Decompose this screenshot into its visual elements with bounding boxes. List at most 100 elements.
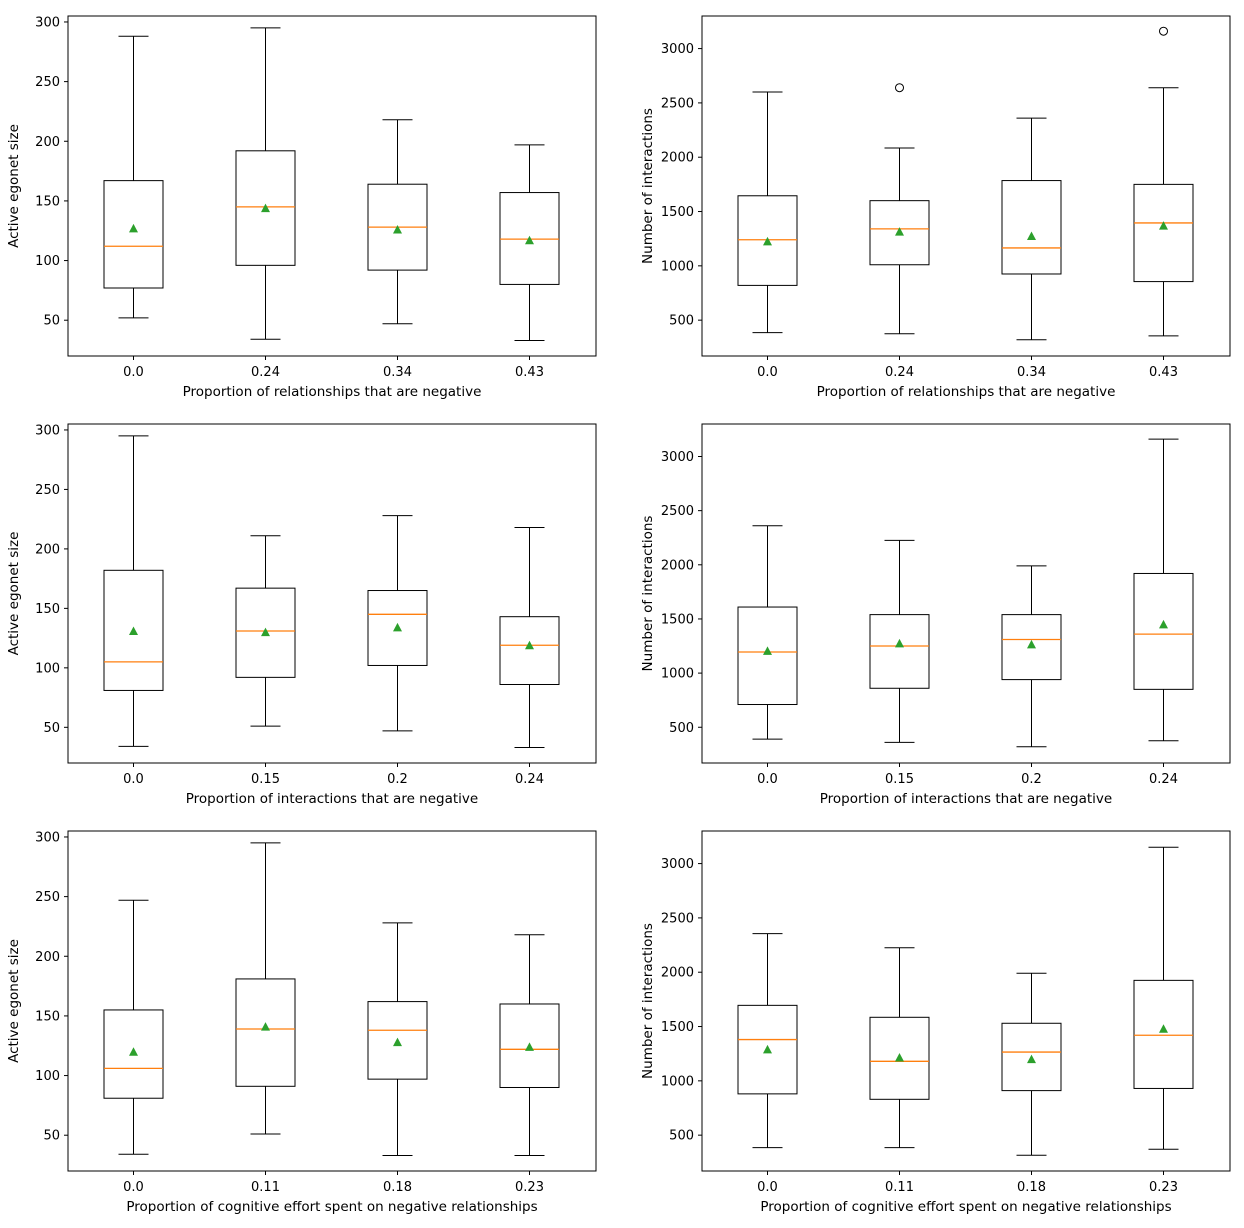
mean-marker bbox=[1159, 1024, 1168, 1033]
plot-frame bbox=[701, 830, 1231, 1172]
iqr-box bbox=[869, 1016, 930, 1100]
y-axis-label: Active egonet size bbox=[6, 124, 22, 248]
mean-marker bbox=[895, 227, 904, 236]
mean-marker bbox=[129, 1047, 138, 1056]
y-tick-label: 150 bbox=[35, 602, 60, 617]
x-tick-label: 0.24 bbox=[1149, 772, 1178, 787]
box-group bbox=[235, 842, 296, 1135]
y-tick-label: 200 bbox=[35, 542, 60, 557]
mean-marker bbox=[261, 1022, 270, 1031]
y-tick-label: 1500 bbox=[661, 612, 694, 627]
iqr-box bbox=[103, 1009, 164, 1099]
x-tick-label: 0.0 bbox=[123, 365, 144, 380]
mean-marker bbox=[525, 640, 534, 650]
box-group bbox=[103, 899, 164, 1155]
mean-marker bbox=[525, 1042, 534, 1051]
iqr-box bbox=[1133, 979, 1194, 1089]
x-tick-label: 0.15 bbox=[885, 772, 914, 787]
mean-marker bbox=[1159, 619, 1168, 629]
iqr-box bbox=[737, 1004, 798, 1095]
y-tick-label: 1000 bbox=[661, 667, 694, 682]
mean-marker bbox=[1027, 639, 1036, 649]
x-tick-label: 0.0 bbox=[123, 1180, 144, 1195]
x-tick-label: 0.43 bbox=[1149, 365, 1178, 380]
box-group bbox=[1133, 846, 1194, 1150]
x-axis-label: Proportion of interactions that are nega… bbox=[186, 791, 478, 807]
subplot-5: 50 100 150 200 250 300 0.0 0.11 0.18 0.23 Proporti… bbox=[6, 830, 597, 1215]
box-group bbox=[499, 934, 560, 1156]
x-tick-label: 0.24 bbox=[515, 772, 544, 787]
iqr-box bbox=[367, 590, 428, 666]
y-tick-label: 1500 bbox=[661, 205, 694, 220]
x-tick-label: 0.24 bbox=[885, 365, 914, 380]
plot-frame bbox=[67, 423, 597, 764]
outlier-point bbox=[895, 83, 904, 93]
box-group bbox=[869, 539, 930, 743]
mean-marker bbox=[895, 1052, 904, 1062]
x-tick-label: 0.0 bbox=[123, 772, 144, 787]
iqr-box bbox=[1001, 614, 1062, 681]
y-tick-label: 3000 bbox=[661, 450, 694, 465]
box-group bbox=[737, 933, 798, 1149]
iqr-box bbox=[103, 569, 164, 691]
mean-marker bbox=[393, 225, 402, 234]
y-tick-label: 500 bbox=[669, 1129, 694, 1144]
mean-marker bbox=[1159, 221, 1168, 230]
box-group bbox=[367, 515, 428, 732]
x-tick-label: 0.34 bbox=[383, 365, 412, 380]
mean-marker bbox=[261, 627, 270, 637]
x-tick-label: 0.0 bbox=[757, 772, 778, 787]
x-axis-label: Proportion of cognitive effort spent on … bbox=[126, 1199, 537, 1215]
box-group bbox=[737, 91, 798, 334]
iqr-box bbox=[1133, 183, 1194, 283]
box-group bbox=[1133, 438, 1194, 742]
box-group bbox=[499, 526, 560, 749]
y-tick-label: 100 bbox=[35, 661, 60, 676]
y-tick-label: 250 bbox=[35, 75, 60, 90]
iqr-box bbox=[1001, 1022, 1062, 1092]
y-tick-label: 500 bbox=[669, 721, 694, 736]
mean-marker bbox=[261, 203, 270, 213]
plot-frame bbox=[67, 15, 597, 357]
y-axis-label: Number of interactions bbox=[640, 108, 656, 264]
y-tick-label: 50 bbox=[43, 721, 60, 736]
x-tick-label: 0.18 bbox=[383, 1180, 412, 1195]
y-tick-label: 150 bbox=[35, 194, 60, 209]
box-group bbox=[103, 35, 164, 319]
x-tick-label: 0.2 bbox=[1021, 772, 1042, 787]
x-tick-label: 0.11 bbox=[885, 1180, 914, 1195]
box-group bbox=[1001, 117, 1062, 341]
x-tick-label: 0.24 bbox=[251, 365, 280, 380]
y-tick-label: 50 bbox=[43, 314, 60, 329]
x-tick-label: 0.0 bbox=[757, 365, 778, 380]
box-group bbox=[235, 27, 296, 340]
mean-marker bbox=[129, 626, 138, 635]
subplot-3: 50 100 150 200 250 300 0.0 0.15 0.2 0.24 Proportio… bbox=[6, 423, 597, 807]
y-tick-label: 300 bbox=[35, 423, 60, 438]
y-tick-label: 300 bbox=[35, 830, 60, 845]
y-tick-label: 2000 bbox=[661, 558, 694, 573]
box-group bbox=[1133, 26, 1194, 337]
subplot-1: 50 100 150 200 250 300 0.0 0.24 0.34 0.43 Proporti… bbox=[6, 15, 597, 400]
y-tick-label: 250 bbox=[35, 890, 60, 905]
box-group bbox=[869, 83, 930, 335]
y-axis-label: Number of interactions bbox=[640, 516, 656, 672]
iqr-box bbox=[235, 587, 296, 678]
subplot-2: 500 1000 1500 2000 2500 3000 0.0 0.24 0.34 0.43 Pr… bbox=[640, 15, 1231, 400]
y-tick-label: 200 bbox=[35, 135, 60, 150]
x-tick-label: 0.43 bbox=[515, 365, 544, 380]
mean-marker bbox=[895, 638, 904, 648]
y-tick-label: 200 bbox=[35, 950, 60, 965]
box-group bbox=[103, 435, 164, 747]
y-tick-label: 150 bbox=[35, 1009, 60, 1024]
mean-marker bbox=[393, 1037, 402, 1047]
y-tick-label: 250 bbox=[35, 483, 60, 498]
iqr-box bbox=[235, 978, 296, 1087]
x-tick-label: 0.11 bbox=[251, 1180, 280, 1195]
x-tick-label: 0.0 bbox=[757, 1180, 778, 1195]
mean-marker bbox=[1027, 1054, 1036, 1064]
y-tick-label: 2000 bbox=[661, 966, 694, 981]
iqr-box bbox=[499, 1003, 560, 1088]
iqr-box bbox=[367, 1001, 428, 1080]
